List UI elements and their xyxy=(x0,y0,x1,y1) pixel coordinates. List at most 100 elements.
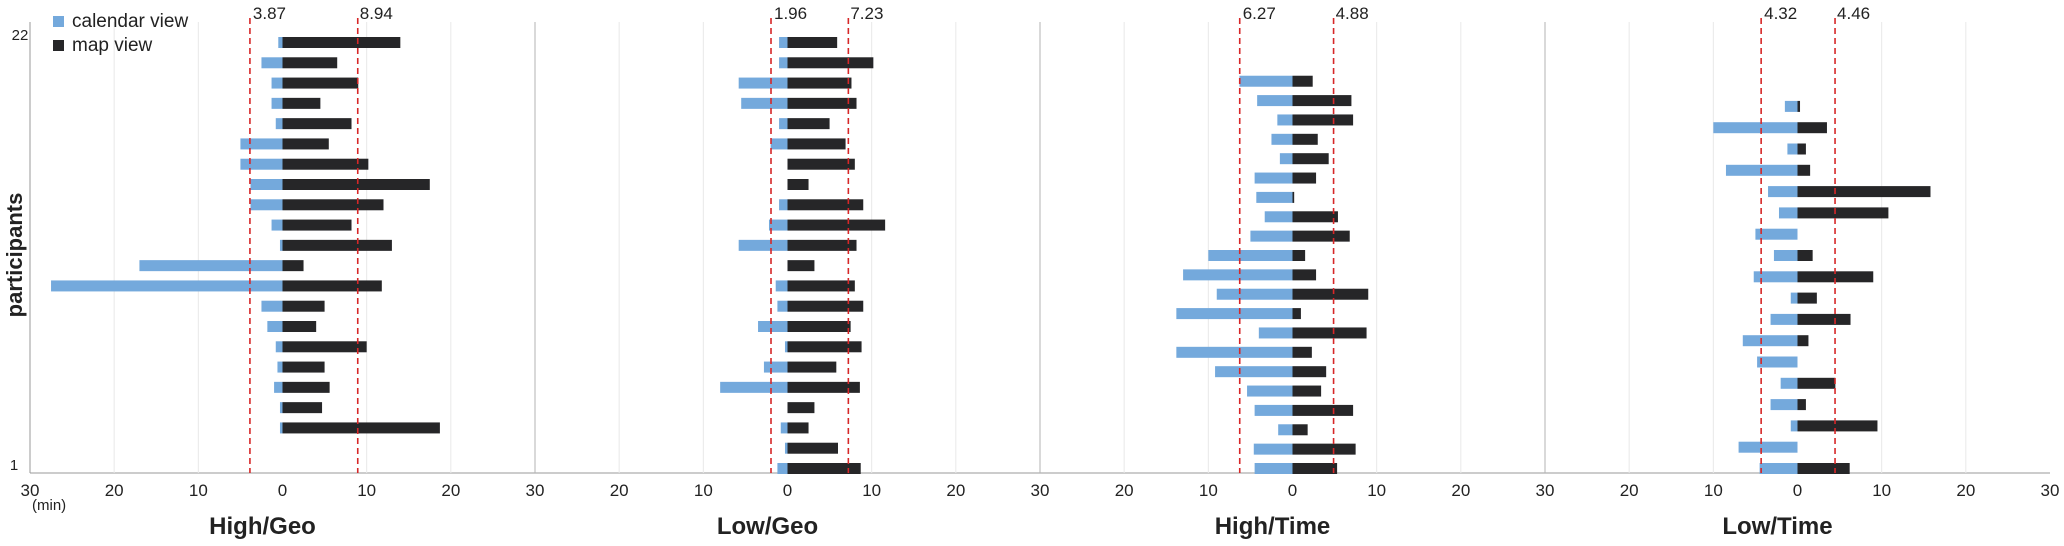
calendar-bar xyxy=(1239,75,1293,87)
map-bar xyxy=(787,321,851,332)
calendar-bar xyxy=(1738,441,1798,453)
x-tick-label: 0 xyxy=(783,481,792,500)
legend-swatch-map xyxy=(53,40,64,51)
y-axis-label: participants xyxy=(2,193,27,318)
x-tick-label: 0 xyxy=(1793,481,1802,500)
calendar-bar xyxy=(261,300,283,312)
map-bar xyxy=(1797,292,1817,304)
x-tick-label: 10 xyxy=(862,481,881,500)
calendar-bar xyxy=(1277,114,1293,126)
calendar-bar xyxy=(1757,356,1798,368)
map-bar xyxy=(787,381,860,393)
map-bar xyxy=(282,138,329,150)
map-bar xyxy=(1797,420,1878,432)
map-bar xyxy=(787,158,855,170)
map-bar xyxy=(787,341,862,353)
x-tick-label: 10 xyxy=(1872,481,1891,500)
map-bar xyxy=(787,219,886,231)
map-mean-label: 4.46 xyxy=(1837,4,1870,23)
x-tick-label: 10 xyxy=(1367,481,1386,500)
calendar-mean-label: 1.96 xyxy=(774,4,807,23)
calendar-bar xyxy=(279,402,283,414)
map-bar xyxy=(787,463,861,474)
legend-label-map: map view xyxy=(72,35,153,56)
calendar-bar xyxy=(1256,191,1293,203)
calendar-bar xyxy=(1215,366,1293,378)
x-tick-label: 20 xyxy=(1451,481,1470,500)
calendar-bar xyxy=(1279,153,1293,165)
map-bar xyxy=(1292,153,1329,165)
map-mean-label: 8.94 xyxy=(360,4,393,23)
x-tick-label: 30 xyxy=(2041,481,2060,500)
map-mean-label: 4.88 xyxy=(1336,4,1369,23)
map-bar xyxy=(1797,207,1889,219)
map-bar xyxy=(1292,191,1295,203)
map-bar xyxy=(282,300,325,312)
map-bar xyxy=(787,402,815,414)
panel-title: High/Geo xyxy=(209,513,316,540)
calendar-bar xyxy=(779,118,788,130)
map-bar xyxy=(1797,271,1874,283)
map-bar xyxy=(1292,443,1356,455)
panel-title: High/Time xyxy=(1215,513,1331,540)
map-bar xyxy=(1797,313,1851,325)
calendar-bar xyxy=(1247,385,1293,397)
map-bar xyxy=(1292,133,1318,145)
map-bar xyxy=(1292,95,1352,107)
map-bar xyxy=(1292,385,1322,397)
map-bar xyxy=(1797,100,1801,112)
map-bar xyxy=(282,260,304,272)
map-bar xyxy=(1292,75,1313,87)
x-unit-label: (min) xyxy=(32,497,66,514)
calendar-bar xyxy=(779,37,788,48)
calendar-bar xyxy=(775,280,788,292)
map-bar xyxy=(1292,424,1308,436)
calendar-bar xyxy=(274,381,283,393)
map-bar xyxy=(1292,288,1369,300)
map-bar xyxy=(787,442,838,454)
map-bar xyxy=(1292,250,1306,261)
map-bar xyxy=(282,280,382,292)
map-bar xyxy=(787,77,852,89)
calendar-bar xyxy=(1176,308,1293,320)
x-tick-label: 10 xyxy=(694,481,713,500)
panel-title: Low/Geo xyxy=(717,513,818,540)
map-bar xyxy=(1797,463,1850,474)
calendar-bar xyxy=(1790,292,1798,304)
map-bar xyxy=(282,37,401,48)
calendar-bar xyxy=(1770,313,1798,325)
calendar-bar xyxy=(1278,424,1293,436)
calendar-bar xyxy=(1271,133,1293,145)
x-tick-label: 30 xyxy=(21,481,40,500)
calendar-bar xyxy=(275,118,283,130)
x-tick-label: 20 xyxy=(1956,481,1975,500)
map-bar xyxy=(282,179,430,190)
x-tick-label: 30 xyxy=(1031,481,1050,500)
map-bar xyxy=(1292,404,1354,416)
calendar-bar xyxy=(279,239,283,251)
map-bar xyxy=(1292,172,1317,184)
legend-label-calendar: calendar view xyxy=(72,11,188,32)
calendar-bar xyxy=(277,361,283,373)
calendar-bar xyxy=(1773,250,1798,261)
map-bar xyxy=(282,361,325,373)
map-bar xyxy=(1797,143,1806,155)
x-tick-label: 30 xyxy=(1536,481,1555,500)
calendar-bar xyxy=(1790,420,1798,432)
calendar-bar xyxy=(1176,346,1293,358)
calendar-bar xyxy=(1759,463,1798,474)
map-bar xyxy=(282,219,352,231)
x-tick-label: 0 xyxy=(1288,481,1297,500)
map-bar xyxy=(1292,114,1354,126)
map-bar xyxy=(282,118,352,130)
map-bar xyxy=(1797,377,1836,389)
calendar-mean-label: 3.87 xyxy=(253,4,286,23)
calendar-bar xyxy=(1183,269,1293,281)
calendar-bar xyxy=(1254,404,1293,416)
calendar-bar xyxy=(777,300,788,312)
x-tick-label: 20 xyxy=(610,481,629,500)
map-bar xyxy=(282,158,369,170)
calendar-bar xyxy=(1742,335,1798,347)
map-bar xyxy=(787,37,838,48)
